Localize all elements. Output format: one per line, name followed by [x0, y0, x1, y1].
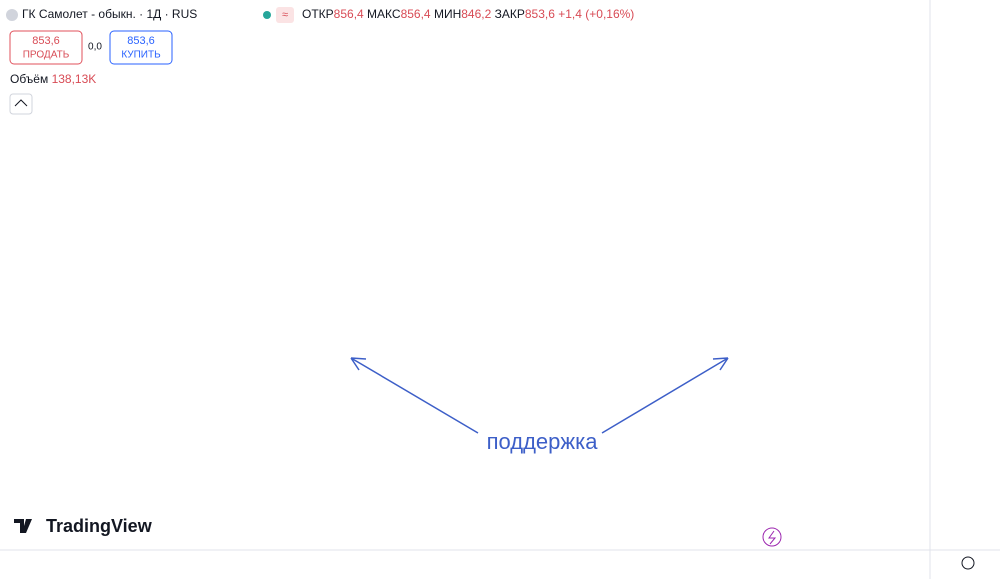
- volume-name: Объём: [10, 72, 48, 86]
- low-label: МИН: [434, 7, 461, 21]
- high-label: МАКС: [367, 7, 401, 21]
- annotation-arrows: [350, 357, 729, 434]
- close-value: 853,6: [525, 7, 555, 21]
- annotation: поддержка: [487, 429, 599, 454]
- collapse-button[interactable]: [9, 93, 33, 115]
- event-glyph: [768, 530, 777, 545]
- symbol[interactable]: ГК Самолет - обыкн. · 1Д · RUS: [22, 7, 197, 21]
- sell-label: ПРОДАТЬ: [23, 50, 70, 61]
- symbol-icon: [6, 9, 18, 21]
- low-value: 846,2: [461, 7, 491, 21]
- spread: 0,0: [88, 42, 102, 53]
- buy-label: КУПИТЬ: [121, 50, 161, 61]
- settings-icon[interactable]: [961, 556, 975, 570]
- sell-price: 853,6: [32, 35, 60, 47]
- open-label: ОТКР: [302, 7, 334, 21]
- indicator-icon[interactable]: [276, 7, 294, 23]
- logo-mark: [14, 519, 32, 533]
- collapse-icon: [14, 99, 28, 107]
- buy-price: 853,6: [127, 35, 155, 47]
- high-value: 856,4: [401, 7, 431, 21]
- logo-text: TradingView: [46, 516, 153, 536]
- open-value: 856,4: [334, 7, 364, 21]
- indicator-glyph: ≈: [282, 9, 288, 21]
- buy-button[interactable]: [109, 30, 173, 65]
- ohlc-line: ОТКР856,4 МАКС856,4 МИН846,2 ЗАКР853,6 +…: [302, 7, 634, 21]
- change: +1,4 (+0,16%): [558, 7, 634, 21]
- sell-button[interactable]: [9, 30, 83, 65]
- event-icon[interactable]: [762, 527, 782, 547]
- status-dot: [263, 11, 271, 19]
- volume-last: 138,13K: [52, 72, 97, 86]
- volume-legend: Объём 138,13K: [10, 72, 96, 86]
- close-label: ЗАКР: [495, 7, 525, 21]
